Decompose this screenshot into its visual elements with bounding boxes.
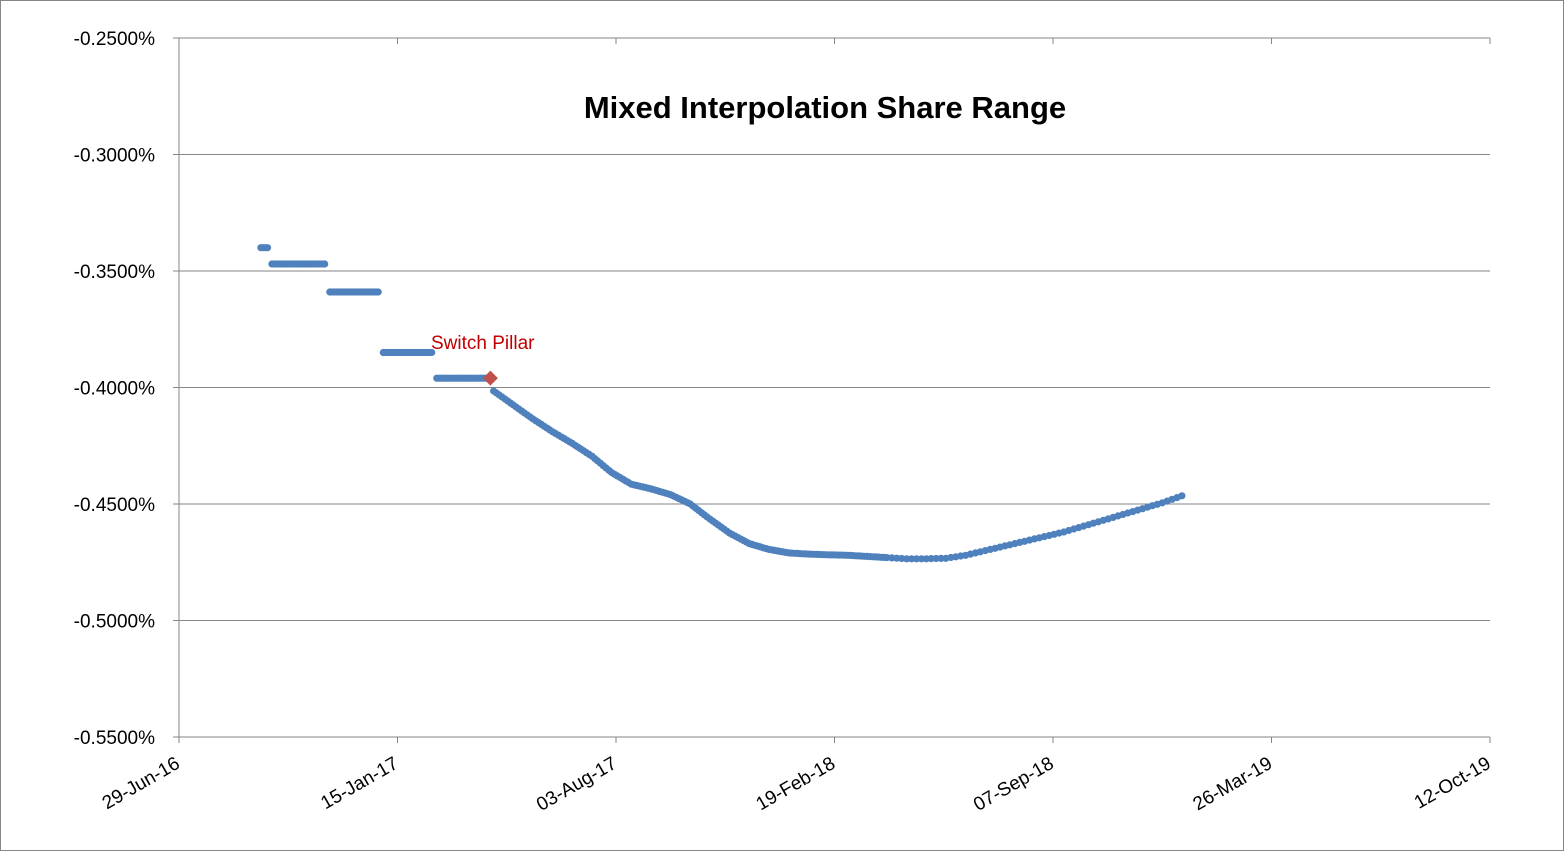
y-tick-label: -0.5000% <box>74 612 155 633</box>
x-tick-label: 29-Jun-16 <box>99 753 184 814</box>
data-points <box>257 244 1186 563</box>
x-tick-label: 19-Feb-18 <box>753 753 839 815</box>
x-tick-label: 12-Oct-19 <box>1411 753 1495 813</box>
y-tick-label: -0.3500% <box>74 262 155 283</box>
switch-pillar-marker-group <box>482 370 498 386</box>
axes <box>173 37 1491 743</box>
y-tick-label: -0.4500% <box>74 495 155 516</box>
chart-title: Mixed Interpolation Share Range <box>584 90 1066 125</box>
data-point <box>1178 492 1186 500</box>
y-axis-ticks: -0.2500% -0.3000% -0.3500% -0.4000% -0.4500%… <box>74 29 155 749</box>
data-point <box>428 348 436 357</box>
data-point <box>374 288 382 296</box>
data-point <box>321 260 329 268</box>
y-tick-label: -0.2500% <box>74 29 155 50</box>
x-tick-label: 26-Mar-19 <box>1190 753 1276 815</box>
x-tick-label: 15-Jan-17 <box>317 753 402 814</box>
data-point <box>912 555 921 563</box>
switch-pillar-marker <box>482 370 498 386</box>
y-tick-label: -0.4000% <box>74 379 155 400</box>
switch-pillar-label: Switch Pillar <box>431 333 535 354</box>
y-tick-label: -0.5500% <box>74 728 155 749</box>
x-tick-label: 07-Sep-18 <box>970 753 1057 816</box>
x-axis-ticks: 29-Jun-16 15-Jan-17 03-Aug-17 19-Feb-18 07-S… <box>99 753 1495 816</box>
data-point <box>263 244 272 252</box>
gridlines <box>179 37 1490 621</box>
y-tick-label: -0.3000% <box>74 146 155 167</box>
x-tick-label: 03-Aug-17 <box>533 753 620 816</box>
